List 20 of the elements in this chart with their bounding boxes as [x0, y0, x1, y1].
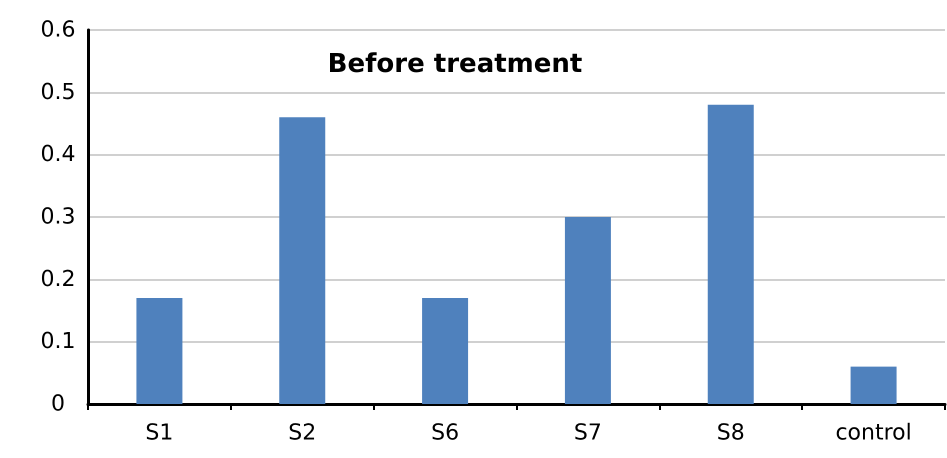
- bar: [279, 117, 326, 404]
- x-tick-label: S2: [288, 420, 316, 446]
- y-tick-label: 0.4: [40, 142, 76, 168]
- bar: [708, 104, 754, 404]
- text: Before treatment: [328, 49, 582, 79]
- y-tick-label: 0.5: [40, 80, 76, 105]
- bar: [136, 298, 182, 404]
- bar: [422, 298, 468, 404]
- y-tick-label: 0.2: [40, 266, 76, 292]
- x-tick-label: S7: [574, 420, 602, 446]
- x-tick-label: S1: [145, 420, 174, 446]
- y-tick-label: 0: [51, 392, 65, 416]
- bar: [850, 366, 897, 404]
- y-tick-label: 0.6: [40, 18, 76, 42]
- y-tick-label: 0.1: [40, 329, 76, 354]
- x-tick-label: control: [835, 420, 912, 446]
- bar: [564, 217, 611, 404]
- y-tick-label: 0.3: [40, 204, 76, 230]
- x-tick-label: S6: [431, 420, 460, 446]
- x-tick-label: S8: [716, 420, 745, 446]
